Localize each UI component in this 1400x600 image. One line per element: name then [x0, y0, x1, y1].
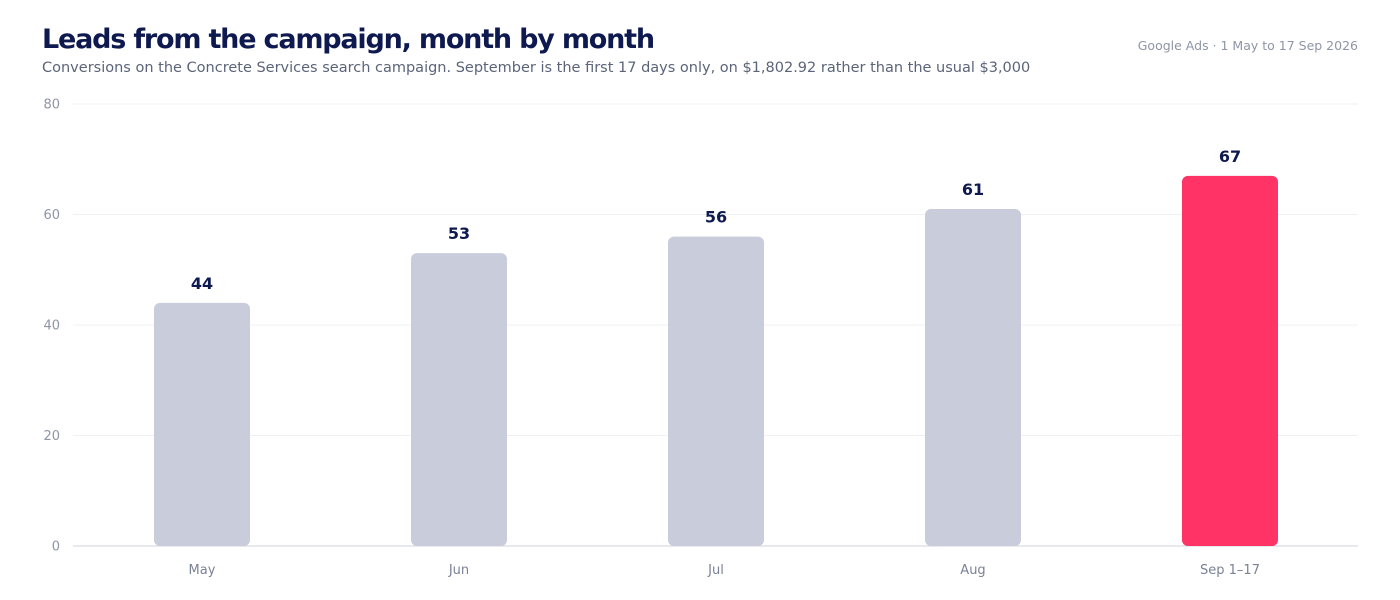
bar-highlight — [1182, 175, 1278, 546]
y-tick-label: 0 — [52, 540, 60, 555]
data-label: 67 — [1219, 147, 1241, 166]
bar — [925, 208, 1021, 546]
bar — [154, 302, 250, 546]
bar — [411, 253, 507, 547]
data-label: 53 — [448, 224, 470, 243]
y-tick-label: 60 — [43, 208, 60, 223]
data-label: 44 — [191, 274, 213, 293]
x-tick-label: May — [189, 563, 216, 578]
source-note: Google Ads · 1 May to 17 Sep 2026 — [1137, 38, 1358, 53]
y-tick-label: 20 — [43, 429, 60, 444]
chart-title: Leads from the campaign, month by month — [42, 24, 655, 55]
x-tick-label: Aug — [960, 563, 985, 578]
chart-subtitle: Conversions on the Concrete Services sea… — [42, 60, 1031, 76]
x-tick-label: Sep 1–17 — [1200, 563, 1260, 578]
x-tick-label: Jul — [707, 563, 724, 578]
data-label: 56 — [705, 208, 727, 227]
y-tick-label: 40 — [43, 319, 60, 334]
data-label: 61 — [962, 180, 984, 199]
x-tick-label: Jun — [448, 563, 469, 578]
y-tick-label: 80 — [43, 98, 60, 113]
bar — [668, 236, 764, 546]
